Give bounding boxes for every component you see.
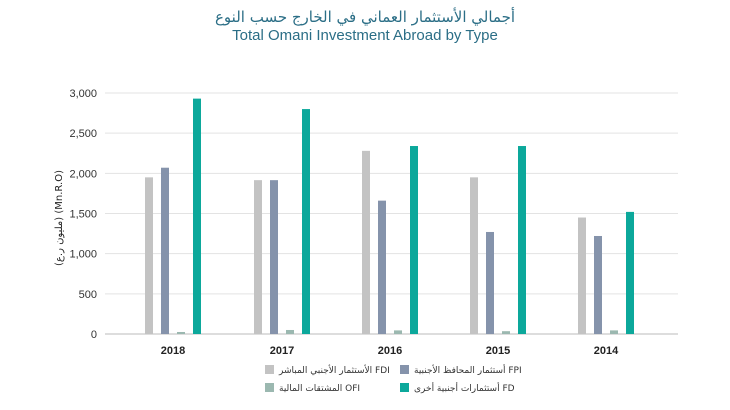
y-axis-label: (مليون ر.ع) (Mn.R.O) xyxy=(54,170,65,266)
chart-title-english: Total Omani Investment Abroad by Type xyxy=(232,27,498,44)
bar-2018-series-1 xyxy=(161,167,169,334)
chart-title-arabic: أجمالي الأستثمار العماني في الخارج حسب ا… xyxy=(214,8,516,26)
chart-titles: أجمالي الأستثمار العماني في الخارج حسب ا… xyxy=(0,8,730,46)
bar-2016-series-3 xyxy=(410,146,418,334)
bar-2017-series-3 xyxy=(302,109,310,334)
legend-swatch-3 xyxy=(400,383,409,392)
legend: الأستثمار الأجنبي المباشر FDI أستثمار الم… xyxy=(265,364,522,394)
y-tick-label: 2,500 xyxy=(69,128,97,140)
bars xyxy=(145,98,634,334)
bar-2015-series-3 xyxy=(518,146,526,334)
y-tick-label: 1,000 xyxy=(69,249,97,261)
y-tick-label: 1,500 xyxy=(69,209,97,221)
x-category-label: 2017 xyxy=(270,345,294,357)
bar-2016-series-1 xyxy=(378,200,386,334)
y-axis-ticks: 0 500 1,000 1,500 2,000 2,500 3,000 xyxy=(69,88,97,341)
x-category-label: 2014 xyxy=(594,345,619,357)
legend-label-2: المشتقات المالية OFI xyxy=(279,384,360,394)
legend-swatch-0 xyxy=(265,365,274,374)
legend-label-3: أستثمارات أجنبية أخرى FD xyxy=(414,382,515,394)
x-category-label: 2016 xyxy=(378,345,402,357)
bar-2014-series-1 xyxy=(594,235,602,334)
y-tick-label: 500 xyxy=(79,289,97,301)
bar-2014-series-3 xyxy=(626,211,634,334)
legend-label-1: أستثمار المحافظ الأجنبية FPI xyxy=(414,364,522,376)
legend-label-0: الأستثمار الأجنبي المباشر FDI xyxy=(278,364,390,376)
x-category-label: 2018 xyxy=(161,345,185,357)
y-tick-label: 0 xyxy=(91,329,97,341)
bar-2015-series-2 xyxy=(502,331,510,334)
bar-2018-series-3 xyxy=(193,98,201,334)
bar-2017-series-1 xyxy=(270,180,278,334)
bar-2018-series-0 xyxy=(145,177,153,334)
gridlines xyxy=(105,92,678,335)
bar-2017-series-0 xyxy=(254,180,262,334)
legend-swatch-2 xyxy=(265,383,274,392)
bar-2015-series-1 xyxy=(486,231,494,334)
bar-2018-series-2 xyxy=(177,331,185,334)
bar-2017-series-2 xyxy=(286,329,294,334)
legend-swatch-1 xyxy=(400,365,409,374)
bar-2016-series-0 xyxy=(362,150,370,334)
y-tick-label: 3,000 xyxy=(69,88,97,100)
y-tick-label: 2,000 xyxy=(69,168,97,180)
bar-2014-series-0 xyxy=(578,217,586,334)
bar-2015-series-0 xyxy=(470,177,478,334)
bar-2016-series-2 xyxy=(394,330,402,334)
x-category-label: 2015 xyxy=(486,345,510,357)
x-axis-categories: 2018 2017 2016 2015 2014 xyxy=(161,345,619,357)
bar-2014-series-2 xyxy=(610,330,618,334)
